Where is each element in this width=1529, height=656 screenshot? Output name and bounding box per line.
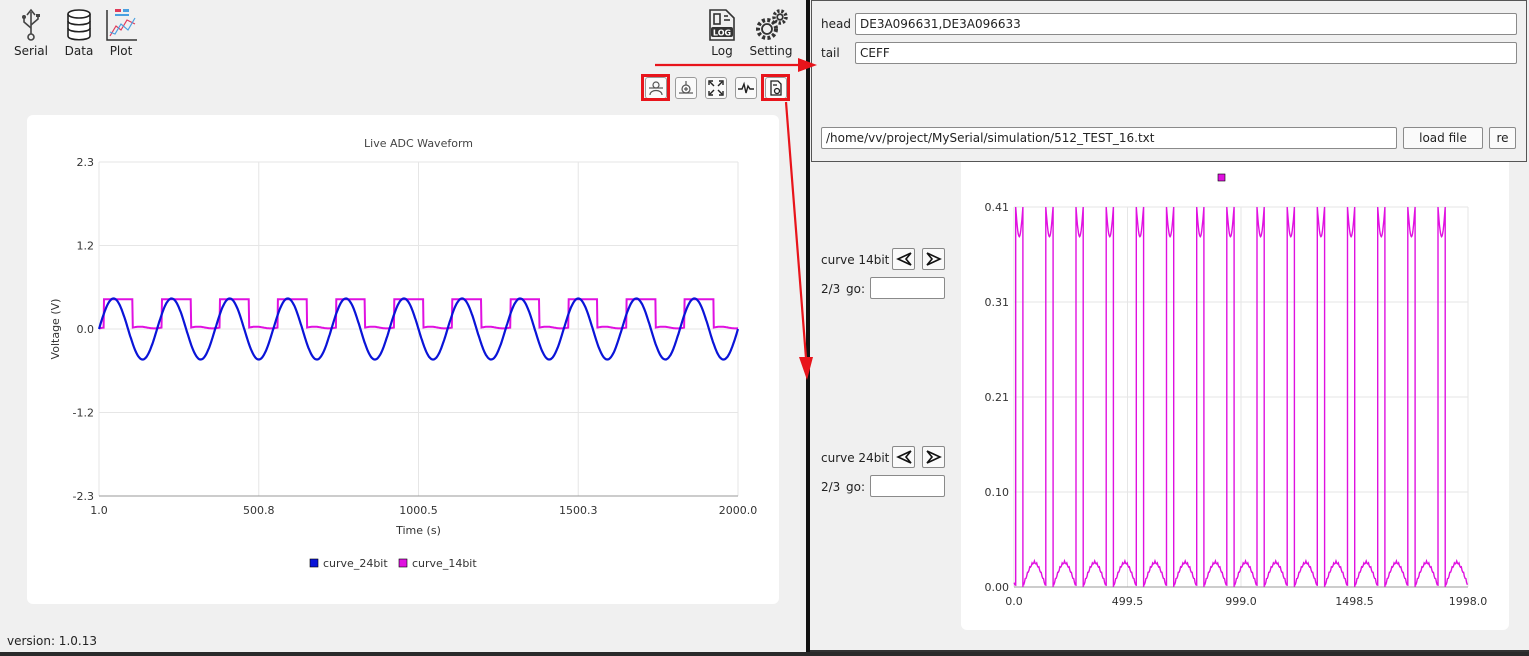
fit-view-button[interactable] [705,77,727,99]
crosshair-button[interactable] [675,77,697,99]
y-tick-label: 0.21 [985,391,1010,404]
curve-14bit-label: curve 14bit [821,253,890,267]
page-indicator: 2/3 [821,480,841,494]
x-axis-label: Time (s) [395,524,441,537]
nav-data-button[interactable]: Data [56,8,102,64]
crosshair-icon [679,81,693,94]
y-tick-label: 2.3 [77,156,95,169]
series-line-curve_14bit [98,298,738,330]
chart-card-right: 0.0 499.5 999.0 1498.5 1998.0 0.41 0.31 0.21 0.1… [961,162,1509,630]
waveform-icon [738,81,754,94]
legend-label-curve_24bit: curve_24bit [323,557,388,570]
fit-view-icon [708,80,724,96]
nav-serial-label: Serial [14,44,48,58]
arrow-right-icon [925,252,942,266]
version-label: version: 1.0.13 [7,634,97,648]
nav-setting-label: Setting [749,44,793,58]
bottom-border [810,650,1529,653]
go-page-input[interactable] [870,277,945,299]
x-tick-label: 1500.3 [559,504,598,517]
nav-plot-label: Plot [109,44,133,58]
gears-icon [756,9,788,40]
x-tick-label: 500.8 [243,504,275,517]
highlight-box [641,74,670,101]
curve-select-icon [649,81,663,96]
chart-title: Live ADC Waveform [364,137,473,150]
x-tick-label: 0.0 [1005,595,1023,608]
y-tick-label: 0.0 [77,323,95,336]
arrow-left-icon [895,450,912,464]
legend-swatch-curve_24bit [309,558,319,568]
next-page-button[interactable] [922,248,945,270]
nav-setting-button[interactable]: Setting [748,8,794,64]
x-tick-label: 1998.0 [1449,595,1488,608]
tail-input[interactable]: CEFF [855,42,1517,64]
live-waveform-chart: Live ADC Waveform 1.0 500.8 1000.5 1500.3 200… [49,137,758,570]
nav-plot-button[interactable]: Plot [98,8,144,64]
x-tick-label: 2000.0 [719,504,758,517]
head-input[interactable]: DE3A096631,DE3A096633 [855,13,1517,35]
legend-swatch [1217,173,1226,182]
nav-data-label: Data [64,44,94,58]
curve-select-button[interactable] [645,77,667,99]
y-tick-label: 0.00 [985,581,1010,594]
legend-swatch-curve_14bit [398,558,408,568]
curve-24bit-label: curve 24bit [821,451,890,465]
x-tick-label: 999.0 [1225,595,1257,608]
tail-label: tail [821,46,840,60]
head-label: head [821,17,851,31]
file-waveform-chart: 0.0 499.5 999.0 1498.5 1998.0 0.41 0.31 0.21 0.1… [985,173,1488,608]
waveform-button[interactable] [735,77,757,99]
svg-text:LOG: LOG [713,29,731,38]
x-tick-label: 499.5 [1112,595,1144,608]
chart-icon [106,9,137,41]
pane-divider [806,0,810,652]
next-page-button[interactable] [922,446,945,468]
series-line-curve_24bit [97,297,740,361]
usb-icon [22,8,40,41]
chart-card-left: Live ADC Waveform 1.0 500.8 1000.5 1500.3 200… [27,115,779,604]
log-file-icon: LOG [709,9,735,41]
y-tick-label: -1.2 [73,407,94,420]
go-label: go: [846,282,866,296]
arrow-right-icon [925,450,942,464]
x-tick-label: 1.0 [90,504,108,517]
y-tick-label: 1.2 [77,240,95,253]
page-indicator: 2/3 [821,282,841,296]
file-load-icon [770,80,782,96]
nav-log-label: Log [711,44,733,58]
re-button[interactable]: re [1489,127,1516,149]
go-page-input[interactable] [870,475,945,497]
legend-label-curve_14bit: curve_14bit [412,557,477,570]
y-tick-label: 0.41 [985,201,1010,214]
arrow-left-icon [895,252,912,266]
database-icon [67,9,91,41]
load-file-button[interactable]: load file [1403,127,1483,149]
y-tick-label: -2.3 [73,490,94,503]
y-tick-label: 0.31 [985,296,1010,309]
prev-page-button[interactable] [892,446,915,468]
nav-log-button[interactable]: LOG Log [699,8,745,64]
go-label: go: [846,480,866,494]
bottom-strip [0,652,1529,656]
highlight-box [761,74,790,101]
y-axis-label: Voltage (V) [49,299,62,360]
file-path-input[interactable]: /home/vv/project/MySerial/simulation/512… [821,127,1397,149]
y-tick-label: 0.10 [985,486,1010,499]
x-tick-label: 1000.5 [399,504,438,517]
series-line-file-data [1013,206,1469,587]
file-settings-panel: head DE3A096631,DE3A096633 tail CEFF /ho… [811,0,1527,162]
x-tick-label: 1498.5 [1335,595,1374,608]
prev-page-button[interactable] [892,248,915,270]
nav-serial-button[interactable]: Serial [8,8,54,64]
